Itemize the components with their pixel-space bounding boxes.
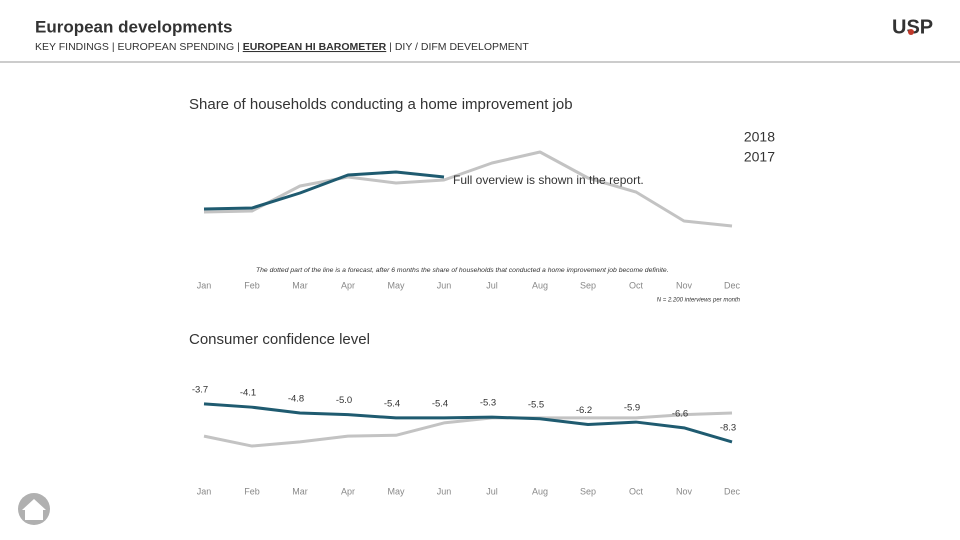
house-icon — [18, 493, 50, 525]
data-label: -3.7 — [192, 384, 208, 395]
x-tick-label: Jul — [486, 280, 498, 290]
footnote: The dotted part of the line is a forecas… — [256, 267, 669, 274]
x-tick-label: Jan — [197, 486, 212, 496]
data-label: -4.8 — [288, 393, 304, 404]
series-line — [203, 150, 733, 228]
data-label: -5.5 — [528, 399, 544, 410]
nav-item[interactable]: DIY / DIFM DEVELOPMENT — [395, 41, 530, 53]
x-tick-label: Feb — [244, 486, 260, 496]
legend-entry: 2018 — [744, 129, 775, 145]
x-tick-label: Apr — [341, 280, 355, 290]
x-tick-label: Oct — [629, 280, 644, 290]
series-line — [203, 170, 445, 211]
nav-item[interactable]: EUROPEAN SPENDING — [117, 41, 234, 53]
x-tick-label: Dec — [724, 280, 741, 290]
nav: KEY FINDINGS | EUROPEAN SPENDING | EUROP… — [35, 41, 529, 53]
x-tick-label: Nov — [676, 486, 693, 496]
chart-title: Consumer confidence level — [189, 331, 370, 348]
slide-title: European developments — [35, 17, 232, 36]
x-tick-label: Aug — [532, 280, 548, 290]
x-tick-label: Oct — [629, 486, 644, 496]
data-label: -6.2 — [576, 405, 592, 416]
data-label: -5.0 — [336, 395, 352, 406]
note: N = 2.200 interviews per month — [657, 298, 741, 304]
x-tick-label: Apr — [341, 486, 355, 496]
logo: USP — [892, 16, 933, 38]
x-tick-label: Mar — [292, 486, 308, 496]
x-tick-label: Aug — [532, 486, 548, 496]
x-tick-label: Jan — [197, 280, 212, 290]
data-label: -4.1 — [240, 388, 256, 399]
x-tick-label: May — [387, 486, 405, 496]
chart-title: Share of households conducting a home im… — [189, 96, 573, 113]
nav-text: KEY FINDINGS | EUROPEAN SPENDING | EUROP… — [35, 41, 529, 53]
annotation: Full overview is shown in the report. — [453, 173, 644, 187]
data-label: -8.3 — [720, 422, 736, 433]
x-tick-label: Sep — [580, 486, 596, 496]
x-tick-label: Sep — [580, 280, 596, 290]
data-label: -5.9 — [624, 403, 640, 414]
data-label: -5.4 — [432, 398, 448, 409]
legend-entry: 2017 — [744, 149, 775, 165]
data-label: -6.6 — [672, 408, 688, 419]
nav-item[interactable]: EUROPEAN HI BAROMETER — [243, 41, 387, 53]
x-tick-label: Jun — [437, 280, 452, 290]
nav-item[interactable]: KEY FINDINGS — [35, 41, 109, 53]
x-tick-label: Feb — [244, 280, 260, 290]
series-line — [203, 402, 733, 444]
data-label: -5.4 — [384, 398, 400, 409]
x-tick-label: May — [387, 280, 405, 290]
data-label: -5.3 — [480, 398, 496, 409]
series-line — [203, 411, 733, 448]
x-tick-label: Dec — [724, 486, 741, 496]
logo-dot — [908, 29, 914, 35]
x-tick-label: Mar — [292, 280, 308, 290]
x-tick-label: Jun — [437, 486, 452, 496]
x-tick-label: Jul — [486, 486, 498, 496]
x-tick-label: Nov — [676, 280, 693, 290]
